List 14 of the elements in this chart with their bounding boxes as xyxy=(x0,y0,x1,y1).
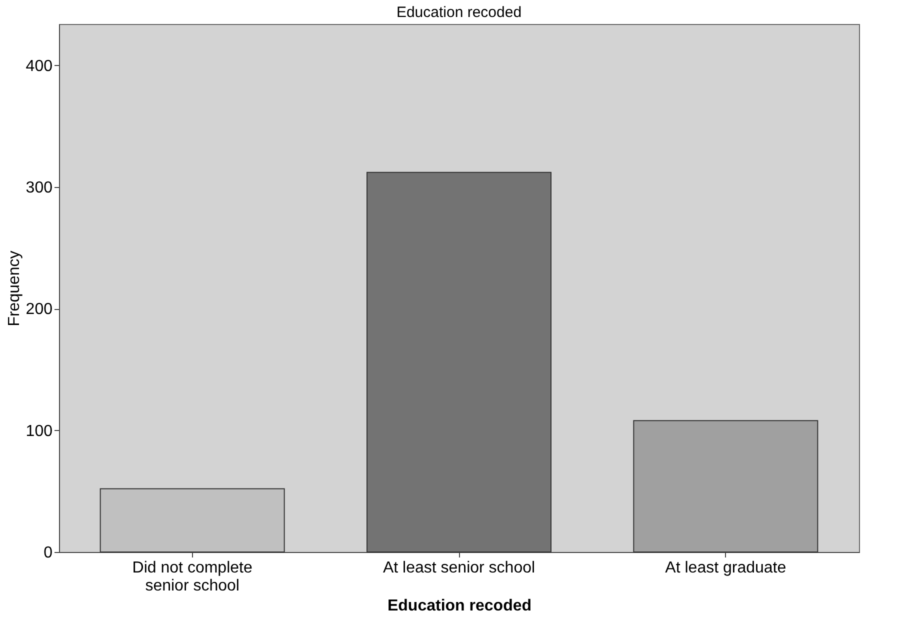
y-tick-label: 200 xyxy=(26,301,53,318)
y-tick-label: 300 xyxy=(26,180,53,197)
bar xyxy=(366,172,552,552)
y-tick-label: 100 xyxy=(26,422,53,440)
bar xyxy=(100,488,285,552)
x-tick-label: Did not complete senior school xyxy=(132,560,252,594)
y-tick-label: 0 xyxy=(44,544,53,562)
x-axis-title: Education recoded xyxy=(387,598,532,614)
y-tick-label: 400 xyxy=(26,58,53,75)
x-tick-label: At least senior school xyxy=(382,560,536,576)
chart-title: Education recoded xyxy=(396,4,522,21)
bar xyxy=(633,420,818,552)
y-axis-title: Frequency xyxy=(6,250,23,326)
x-tick-label: At least graduate xyxy=(665,560,786,576)
